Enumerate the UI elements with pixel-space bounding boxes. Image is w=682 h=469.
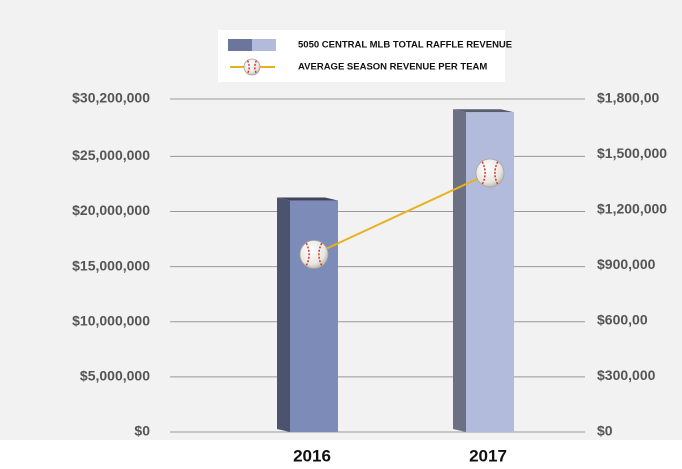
legend-swatch	[252, 39, 276, 51]
y2-tick-label: $900,000	[597, 256, 656, 272]
legend-label: AVERAGE SEASON REVENUE PER TEAM	[298, 62, 487, 73]
x-tick-label: 2017	[469, 446, 507, 465]
y2-tick-label: $600,00	[597, 312, 648, 328]
stitch	[305, 242, 310, 266]
ball	[243, 58, 261, 76]
y2-tick-label: $300,000	[597, 367, 656, 383]
bar-top	[277, 197, 338, 201]
y2-tick-label: $1,800,00	[597, 90, 659, 106]
bar-side	[277, 197, 290, 432]
x-tick-label: 2016	[293, 446, 331, 465]
ball	[475, 158, 505, 188]
y-tick-label: $20,000,000	[72, 202, 150, 218]
y-tick-label: $15,000,000	[72, 257, 150, 273]
y2-tick-label: $0	[597, 423, 613, 439]
y-tick-label: $0	[134, 423, 150, 439]
bar	[290, 200, 338, 432]
baseball	[243, 58, 261, 76]
stitch	[481, 161, 486, 185]
legend-label: 5050 CENTRAL MLB TOTAL RAFFLE REVENUE	[298, 40, 512, 51]
y-tick-label: $10,000,000	[72, 312, 150, 328]
legend-box	[218, 30, 505, 82]
y2-tick-label: $1,500,000	[597, 145, 667, 161]
ball	[299, 239, 329, 269]
stitch	[254, 60, 258, 74]
stitch	[318, 242, 323, 266]
bar-top	[453, 109, 514, 113]
y-tick-label: $25,000,000	[72, 147, 150, 163]
bar-side	[453, 109, 466, 433]
legend-swatch	[228, 39, 252, 51]
stitch	[494, 161, 499, 185]
line	[313, 172, 491, 256]
y-tick-label: $5,000,000	[80, 368, 150, 384]
stitch	[246, 60, 250, 74]
y-tick-label: $30,200,000	[72, 90, 150, 106]
y2-tick-label: $1,200,000	[597, 201, 667, 217]
baseball	[299, 239, 329, 269]
baseball	[475, 158, 505, 188]
